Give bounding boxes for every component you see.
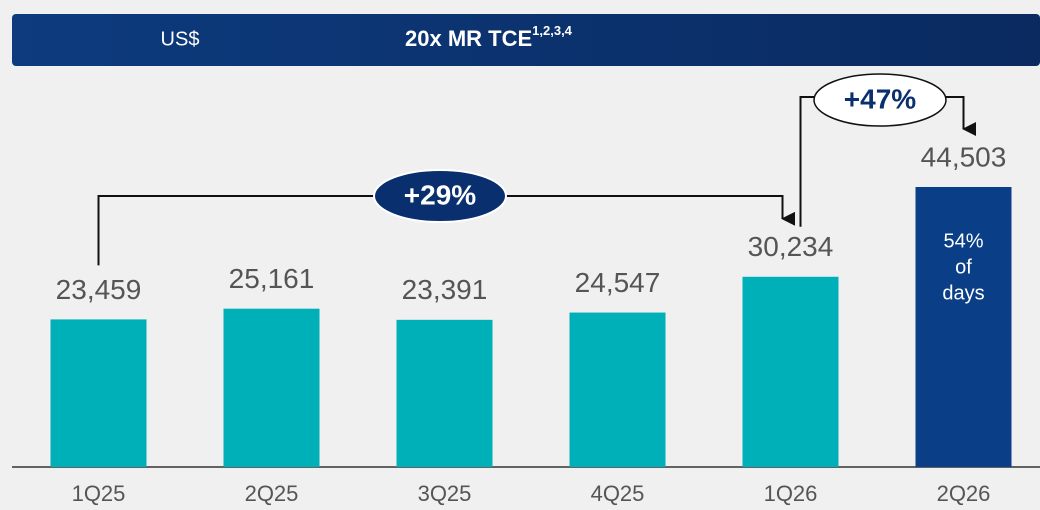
header-bar: [12, 14, 1040, 66]
annotation-badge: [373, 169, 507, 223]
value-label: 24,547: [575, 267, 661, 298]
annotation: +29%: [404, 179, 476, 210]
annotation-badge: [813, 73, 947, 127]
x-tick-label: 2Q26: [937, 481, 991, 506]
value-label: 44,503: [921, 141, 1007, 172]
bar-note: 54%: [943, 230, 983, 252]
bar: [742, 276, 839, 467]
x-tick-label: 4Q25: [591, 481, 645, 506]
x-tick-label: 3Q25: [418, 481, 472, 506]
bar-note: of: [955, 256, 972, 278]
bar: [396, 319, 493, 467]
chart-title: 20x MR TCE1,2,3,4: [405, 23, 573, 50]
annotation: +47%: [844, 83, 916, 114]
value-label: 30,234: [748, 231, 834, 262]
bar: [50, 319, 147, 467]
bar: [915, 187, 1012, 467]
x-tick-label: 1Q25: [72, 481, 126, 506]
unit-label: US$: [161, 28, 200, 50]
bar: [569, 312, 666, 467]
x-tick-label: 1Q26: [764, 481, 818, 506]
x-tick-label: 2Q25: [245, 481, 299, 506]
title-superscript: 1,2,3,4: [532, 23, 573, 38]
value-label: 25,161: [229, 263, 315, 294]
value-label: 23,391: [402, 274, 488, 305]
title-main: 20x MR TCE: [405, 26, 532, 51]
bar-note: days: [942, 282, 984, 304]
bar: [223, 308, 320, 467]
value-label: 23,459: [56, 274, 142, 305]
